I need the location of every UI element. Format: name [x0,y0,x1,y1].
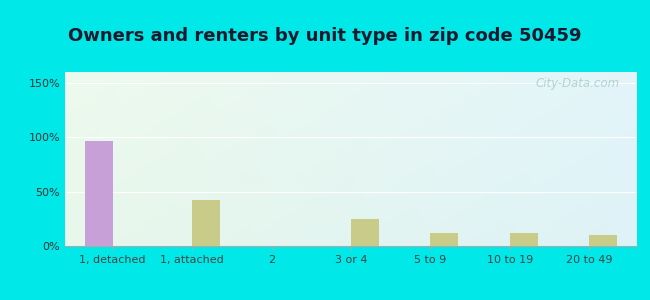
Text: Owners and renters by unit type in zip code 50459: Owners and renters by unit type in zip c… [68,27,582,45]
Text: City-Data.com: City-Data.com [536,77,620,90]
Bar [85,140,112,246]
Bar [430,233,458,246]
Bar [590,235,617,246]
Bar [510,233,538,246]
Bar [192,200,220,246]
Bar [351,219,379,246]
Legend:  [346,290,356,300]
